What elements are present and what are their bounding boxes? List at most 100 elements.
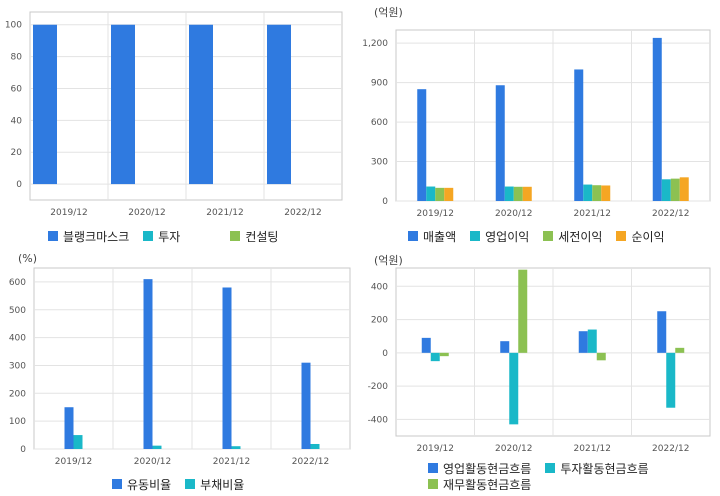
unit-label: (억원): [374, 254, 403, 267]
legend-label: 매출액: [423, 229, 457, 244]
y-tick-label: 100: [9, 417, 26, 427]
legend-label: 컨설팅: [245, 229, 279, 244]
legend-label: 재무활동현금흐름: [443, 477, 532, 492]
x-tick-label: 2019/12: [417, 444, 454, 454]
bar-3-2019-12: [435, 187, 445, 201]
bar-1-2022-12: [652, 37, 662, 202]
bar-3-2019-12: [439, 352, 449, 357]
bar-2-2020-12: [504, 186, 514, 201]
legend-swatch: [545, 463, 556, 473]
bar-2-2020-12: [509, 352, 519, 425]
legend: 유동비율 부채비율: [112, 476, 352, 492]
legend-swatch: [48, 231, 58, 241]
bar-1-2019-12: [64, 407, 74, 449]
bar-2-2022-12: [310, 443, 320, 449]
legend-item: 유동비율: [112, 476, 171, 492]
y-tick-label: 0: [20, 445, 26, 455]
bar-1-2020-12: [111, 24, 135, 185]
ratios-chart: 0 100 200 300 400 500 600 2019/12 2020/12 2021/12…: [9, 267, 351, 467]
x-tick-label: 2019/12: [417, 209, 454, 219]
bar-2-2022-12: [661, 179, 671, 201]
legend-swatch: [230, 231, 241, 241]
bar-3-2020-12: [513, 186, 523, 201]
chart-panel-cashflow: (억원) -400 -200 0 200 400 2019/12 2020/12 2021/1…: [360, 248, 720, 496]
chart-panel-ratios: (%) 0 100 200 300 400 500 600 2019/12 2020/12 202…: [0, 248, 360, 496]
bar-1-2022-12: [267, 24, 291, 185]
legend-item: 영업활동현금흐름: [428, 460, 531, 476]
bar-3-2022-12: [675, 347, 685, 353]
legend-label: 투자활동현금흐름: [560, 461, 649, 476]
y-tick-label: 300: [9, 361, 26, 371]
y-tick-label: -400: [368, 415, 389, 425]
legend-label: 영업이익: [485, 229, 530, 244]
legend-swatch: [470, 231, 481, 241]
unit-label: (%): [18, 252, 38, 265]
bar-3-2022-12: [670, 178, 680, 201]
x-tick-label: 2021/12: [574, 444, 611, 454]
chart-panel-income: (억원) 0 300 600 900 1,200 2019/12 2020/12 2021/1…: [360, 0, 720, 248]
y-tick-label: 200: [9, 389, 26, 399]
legend-swatch: [185, 479, 196, 489]
legend-item: 컨설팅: [230, 228, 278, 244]
bar-2-2019-12: [430, 352, 440, 362]
y-tick-label: 600: [371, 118, 388, 128]
bar-1-2022-12: [301, 362, 311, 449]
legend-label: 유동비율: [127, 477, 172, 492]
legend-item: 매출액: [408, 228, 456, 244]
legend-label: 블랭크마스크: [63, 229, 130, 244]
bar-1-2020-12: [500, 341, 510, 353]
y-tick-label: 0: [382, 349, 388, 359]
bar-3-2021-12: [596, 352, 606, 361]
chart-panel-segment-share: 0 20 40 60 80 100 2019/12 2020/12 2021/12 2022/12…: [0, 0, 360, 248]
bar-2-2021-12: [587, 329, 597, 353]
x-tick-label: 2021/12: [206, 208, 243, 218]
y-tick-label: 60: [11, 84, 23, 94]
x-tick-label: 2019/12: [50, 208, 87, 218]
x-tick-label: 2022/12: [284, 208, 321, 218]
y-tick-label: 0: [16, 180, 22, 190]
bar-2-2021-12: [583, 184, 593, 201]
legend-label: 부채비율: [200, 477, 245, 492]
segment-share-chart: 0 20 40 60 80 100 2019/12 2020/12 2021/12 2022/12: [5, 11, 343, 218]
income-chart: 0 300 600 900 1,200 2019/12 2020/12 2021/12 2022…: [362, 29, 711, 219]
bar-3-2021-12: [592, 185, 602, 201]
legend-swatch: [428, 479, 438, 489]
bar-2-2019-12: [426, 186, 436, 201]
legend-swatch: [112, 479, 122, 489]
bar-2-2020-12: [152, 445, 162, 449]
y-tick-label: 500: [9, 306, 26, 316]
y-tick-label: 400: [371, 282, 388, 292]
bar-4-2020-12: [522, 186, 532, 201]
bar-1-2019-12: [33, 24, 57, 185]
y-tick-label: 300: [371, 158, 388, 168]
legend-item: 영업이익: [470, 228, 529, 244]
x-tick-label: 2020/12: [495, 209, 532, 219]
x-tick-label: 2020/12: [134, 457, 171, 467]
bar-3-2020-12: [518, 269, 528, 353]
y-tick-label: 900: [371, 79, 388, 89]
y-tick-label: 1,200: [362, 39, 388, 49]
legend-label: 세전이익: [558, 229, 603, 244]
bar-1-2019-12: [417, 89, 427, 201]
y-tick-label: 100: [5, 21, 22, 31]
bar-2-2021-12: [231, 446, 241, 449]
y-tick-label: 600: [9, 278, 26, 288]
x-tick-label: 2021/12: [574, 209, 611, 219]
bar-1-2021-12: [222, 287, 232, 449]
bar-1-2022-12: [657, 311, 667, 353]
legend: 매출액 영업이익 세전이익 순이익: [408, 228, 708, 244]
x-tick-label: 2022/12: [652, 444, 689, 454]
x-tick-label: 2022/12: [652, 209, 689, 219]
bar-1-2020-12: [495, 85, 505, 201]
unit-label: (억원): [374, 6, 403, 19]
legend-swatch: [616, 231, 627, 241]
y-tick-label: 40: [11, 116, 23, 126]
legend-swatch: [408, 231, 418, 241]
y-tick-label: 80: [11, 53, 23, 63]
legend-item: 블랭크마스크: [48, 228, 129, 244]
legend-swatch: [143, 231, 154, 241]
bar-1-2021-12: [189, 24, 213, 185]
x-tick-label: 2020/12: [495, 444, 532, 454]
legend-label: 투자: [158, 229, 181, 244]
